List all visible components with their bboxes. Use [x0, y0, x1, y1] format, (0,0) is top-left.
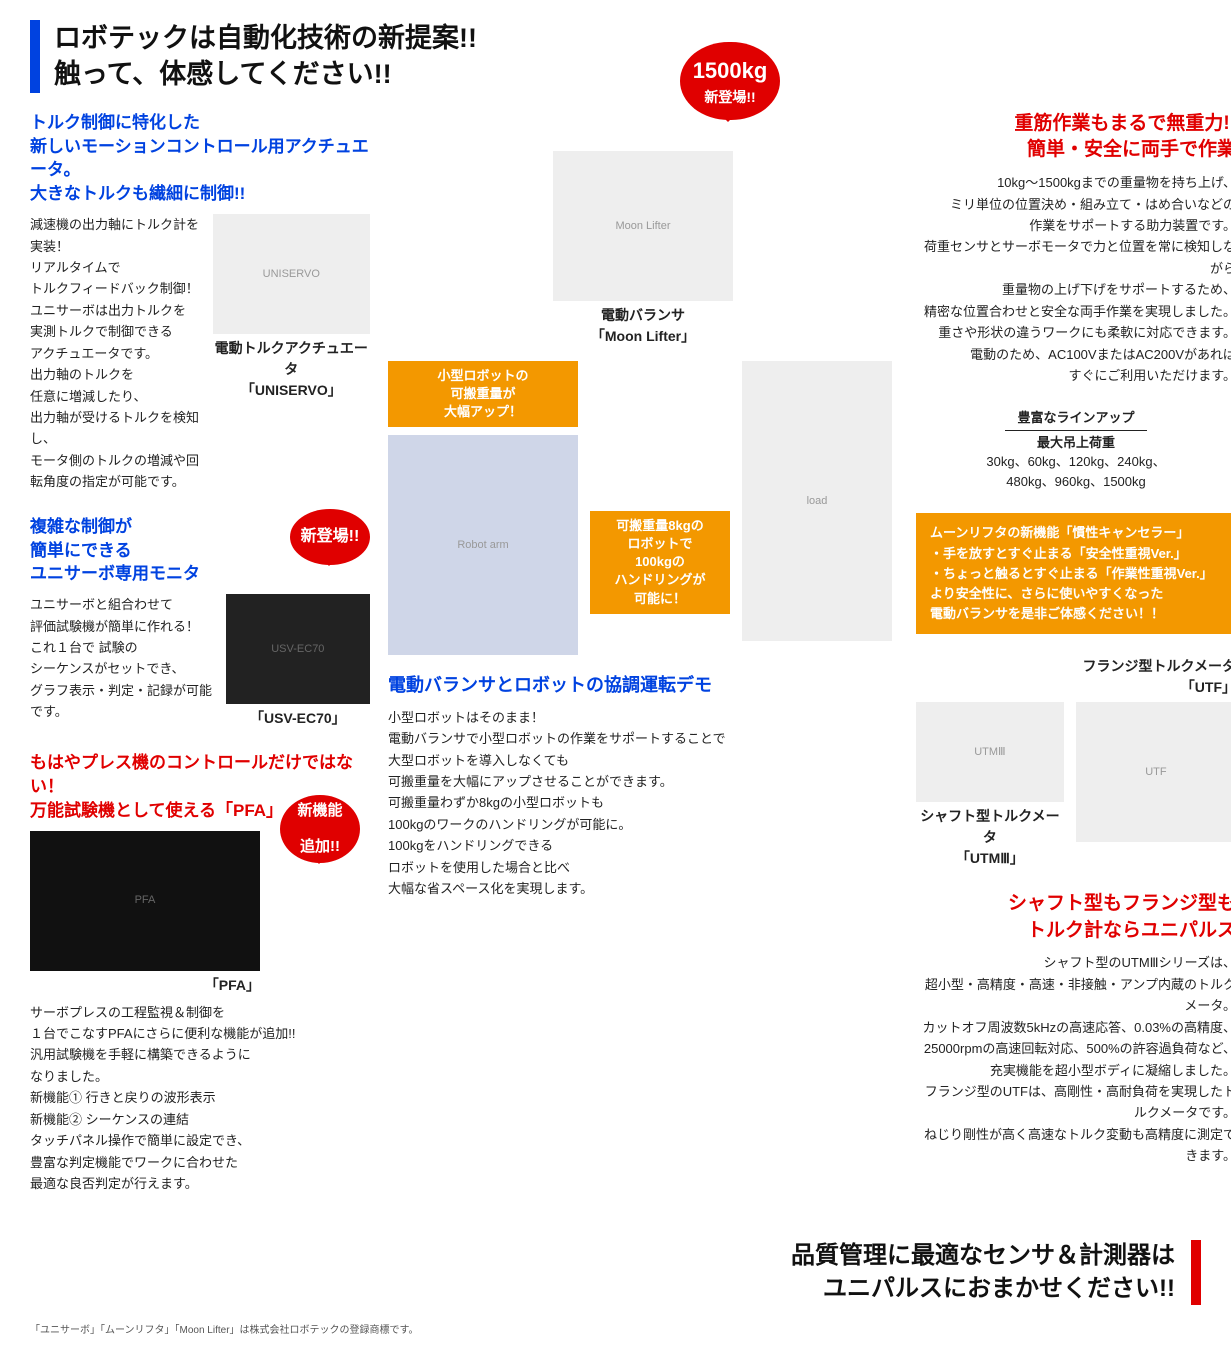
pfa-image: PFA [30, 831, 260, 971]
orange-badge-small: 小型ロボットの 可搬重量が 大幅アップ！ [388, 361, 578, 428]
uniservo-label: 電動トルクアクチュエータ 「UNISERVO」 [213, 338, 370, 401]
hanging-load-image: load [742, 361, 892, 641]
badge-1500-sub: 新登場!! [704, 87, 755, 108]
moonlifter-image: Moon Lifter [553, 151, 733, 301]
pfa-section: もはやプレス機のコントロールだけではない！ 万能試験機として使える「PFA」 新… [30, 751, 370, 1194]
cta-line2: ユニパルスにおまかせください!! [561, 1273, 1175, 1305]
demo-heading: 電動バランサとロボットの協調運転デモ [388, 673, 898, 698]
left-column: トルク制御に特化した 新しいモーションコントロール用アクチュエータ。 大きなトル… [30, 111, 370, 1217]
robot-arm-image: Robot arm [388, 435, 578, 655]
torque-section: トルク制御に特化した 新しいモーションコントロール用アクチュエータ。 大きなトル… [30, 111, 370, 493]
usv-image: USV-EC70 [226, 594, 370, 704]
bottom-cta: 品質管理に最適なセンサ＆計測器は ユニパルスにおまかせください!! [561, 1240, 1201, 1305]
orange-box: ムーンリフタの新機能「慣性キャンセラー」 ・手を放すとすぐ止まる「安全性重視Ve… [916, 513, 1231, 634]
center-column: Moon Lifter 電動バランサ 「Moon Lifter」 小型ロボットの… [388, 111, 898, 1217]
right-column: 重筋作業もまるで無重力!! 簡単・安全に両手で作業 10kg～1500kgまでの… [916, 111, 1231, 1217]
cta-line1: 品質管理に最適なセンサ＆計測器は [561, 1240, 1175, 1272]
monitor-section: 新登場!! 複雑な制御が 簡単にできる ユニサーボ専用モニタ ユニサーボと組合わ… [30, 515, 370, 729]
heavy-section: 重筋作業もまるで無重力!! 簡単・安全に両手で作業 10kg～1500kgまでの… [916, 111, 1231, 387]
utm-label: シャフト型トルクメータ 「UTMⅢ」 [916, 806, 1064, 869]
heavy-heading: 重筋作業もまるで無重力!! 簡単・安全に両手で作業 [916, 111, 1231, 164]
heavy-body: 10kg～1500kgまでの重量物を持ち上げ、 ミリ単位の位置決め・組み立て・は… [916, 172, 1231, 386]
torque-body-right: シャフト型のUTMⅢシリーズは、 超小型・高精度・高速・非接触・アンプ内蔵のトル… [916, 952, 1231, 1166]
pfa-body: サーボプレスの工程監視＆制御を １台でこなすPFAにさらに便利な機能が追加!! … [30, 1002, 370, 1195]
demo-body: 小型ロボットはそのまま！ 電動バランサで小型ロボットの作業をサポートすることで … [388, 707, 898, 900]
lineup: 豊富なラインアップ 最大吊上荷重 30kg、60kg、120kg、240kg、 … [916, 408, 1231, 491]
torque-body: 減速機の出力軸にトルク計を実装！ リアルタイムで トルクフィードバック制御！ ユ… [30, 214, 201, 493]
torque-section-right: シャフト型もフランジ型も トルク計ならユニパルス シャフト型のUTMⅢシリーズは… [916, 891, 1231, 1167]
badge-new: 新登場!! [290, 509, 370, 565]
torque-heading: トルク制御に特化した 新しいモーションコントロール用アクチュエータ。 大きなトル… [30, 111, 370, 206]
lineup-values: 30kg、60kg、120kg、240kg、 480kg、960kg、1500k… [916, 452, 1231, 491]
badge-1500kg: 1500kg 新登場!! [680, 42, 780, 120]
demo-section: 電動バランサとロボットの協調運転デモ 小型ロボットはそのまま！ 電動バランサで小… [388, 673, 898, 899]
orange-badge-mid: 可搬重量8kgの ロボットで 100kgの ハンドリングが 可能に！ [590, 511, 730, 614]
uniservo-image: UNISERVO [213, 214, 370, 334]
monitor-body: ユニサーボと組合わせて 評価試験機が簡単に作れる！ これ１台で 試験の シーケン… [30, 594, 214, 729]
badge-newfn: 新機能 追加!! [280, 795, 360, 863]
title-line2: 触って、体感してください!! [54, 56, 1201, 92]
torque-meters: フランジ型トルクメータ 「UTF」 UTMⅢ シャフト型トルクメータ 「UTMⅢ… [916, 656, 1231, 869]
torque-heading-right: シャフト型もフランジ型も トルク計ならユニパルス [916, 891, 1231, 944]
utf-label: フランジ型トルクメータ 「UTF」 [916, 656, 1231, 698]
usv-label: 「USV-EC70」 [226, 708, 370, 729]
pfa-label: 「PFA」 [30, 975, 260, 996]
badge-1500-big: 1500kg [693, 54, 768, 87]
lineup-title: 豊富なラインアップ [1005, 408, 1146, 431]
utm-image: UTMⅢ [916, 702, 1064, 802]
utf-image: UTF [1076, 702, 1231, 842]
lineup-sub: 最大吊上荷重 [916, 433, 1231, 453]
title-line1: ロボテックは自動化技術の新提案!! [54, 20, 1201, 56]
moon-label: 電動バランサ 「Moon Lifter」 [388, 305, 898, 347]
footnote: 「ユニサーボ」「ムーンリフタ」「Moon Lifter」は株式会社ロボテックの登… [30, 1323, 1201, 1338]
main-title: ロボテックは自動化技術の新提案!! 触って、体感してください!! [30, 20, 1201, 93]
